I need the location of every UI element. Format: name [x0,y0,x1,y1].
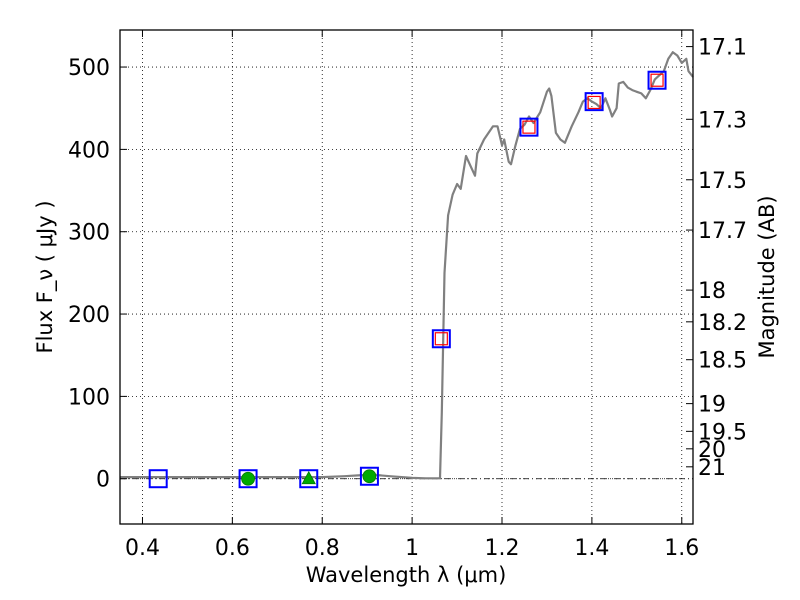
y-tick-label: 100 [68,385,110,410]
blue-square-marker [238,469,258,489]
red-square-marker [650,73,664,87]
blue-square-marker [431,329,451,349]
spectrum-line [120,51,694,480]
y-axis: 0 100 200 300 400 500 [68,56,127,493]
blue-square-marker [647,70,667,90]
x-axis-label: Wavelength λ (μm) [306,563,507,587]
blue-square-marker [584,92,604,112]
blue-square-marker [148,469,168,489]
x-tick-label: 1.2 [485,536,520,561]
magnitude-tick-label: 19 [698,393,726,418]
y2-axis-label: Magnitude (AB) [755,195,779,358]
blue-square-marker [299,469,319,489]
magnitude-tick-label: 17.7 [698,219,747,244]
y-tick-label: 400 [68,138,110,163]
x-tick-label: 0.8 [305,536,340,561]
red-square-marker [434,332,448,346]
x-tick-label: 0.4 [125,536,160,561]
x-tick-label: 1.4 [574,536,609,561]
green-triangle-marker [301,470,316,485]
blue-square-marker [359,466,379,486]
magnitude-tick-label: 18.2 [698,311,747,336]
magnitude-tick-label: 19.5 [698,420,747,445]
x-axis: 0.4 0.6 0.8 1 1.2 1.4 1.6 [125,30,699,561]
magnitude-tick-label: 18.5 [698,349,747,374]
magnitude-tick-label: 17.1 [698,36,747,61]
y-tick-label: 500 [68,56,110,81]
red-square-marker [522,120,536,134]
green-circle-marker [362,469,377,484]
x-tick-label: 0.6 [215,536,250,561]
blue-square-marker [519,117,539,137]
magnitude-tick-label: 21 [698,456,726,481]
y-tick-label: 200 [68,303,110,328]
magnitude-tick-label: 18 [698,279,726,304]
y-tick-label: 0 [96,468,110,493]
magnitude-tick-label: 17.3 [698,108,747,133]
red-square-marker [587,95,601,110]
series-layer [120,51,694,489]
magnitude-tick-label: 17.5 [698,169,747,194]
x-tick-label: 1 [405,536,419,561]
y-axis-label: Flux F_ν ( μJy ) [33,200,58,353]
x-tick-label: 1.6 [664,536,699,561]
plot-frame [119,29,694,525]
green-circle-marker [241,471,255,486]
magnitude-tick-label: 20 [698,438,726,463]
y-tick-label: 300 [68,221,110,246]
plot-background [120,30,693,524]
